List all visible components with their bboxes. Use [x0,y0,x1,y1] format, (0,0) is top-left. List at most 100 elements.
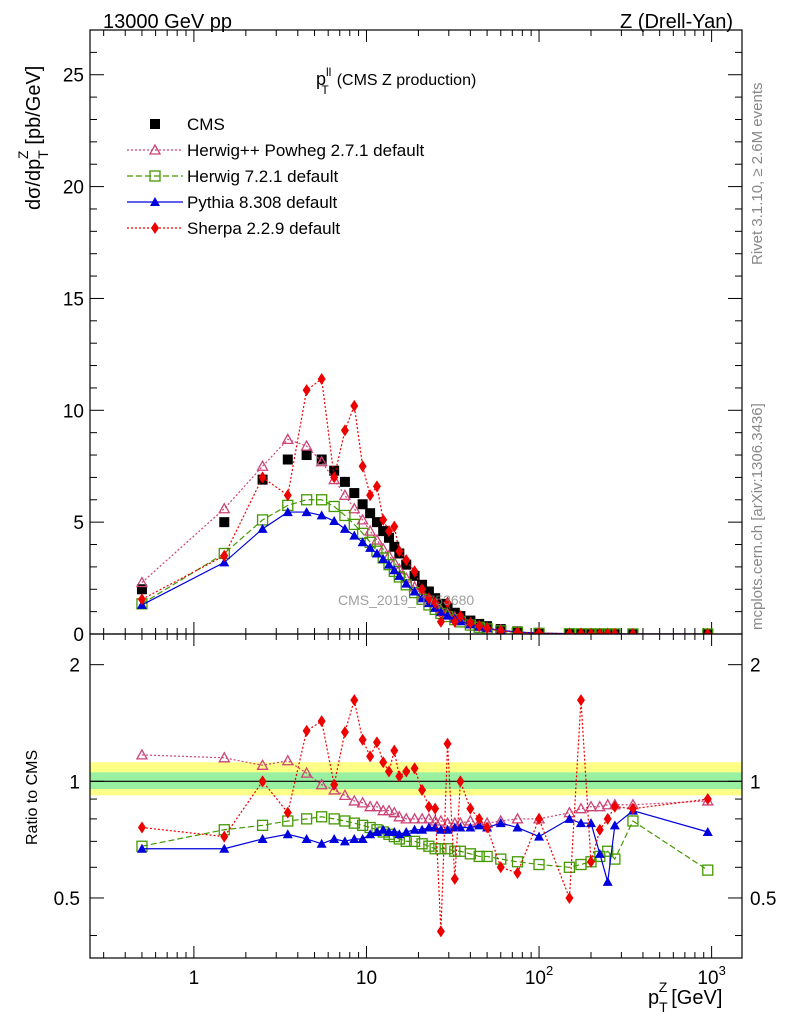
data-point [513,626,522,634]
data-point [450,615,459,628]
ratio-point [481,850,493,863]
data-point [135,576,149,588]
data-point [339,476,350,487]
data-point [418,583,427,596]
ratio-point [450,872,459,885]
ratio-point [283,806,292,819]
legend-label: Pythia 8.308 default [187,193,338,212]
main-ylabel-unit: [pb/GeV] [23,66,45,145]
ratio-point [281,754,294,766]
main-ylabel: dσ/dpTZ [pb/GeV] [15,66,51,210]
ratio-point [409,824,420,834]
data-point [423,586,434,597]
data-point [628,627,637,634]
data-point [282,507,293,517]
plot-title: pll T (CMS Z production) [316,65,476,97]
main-y-tick-label: 0 [73,625,84,646]
ratio-point [256,819,269,831]
data-point [409,586,420,596]
rivet-label: Rivet 3.1.10, ≥ 2.6M events [749,83,766,266]
data-point [384,525,393,538]
ratio-point [435,824,446,834]
ratio-point [595,823,604,836]
ratio-point [423,840,435,852]
ratio-point [379,756,388,769]
data-point [378,526,389,537]
ratio-point [601,798,614,810]
ratio-point [533,858,545,871]
ratio-point [401,827,412,837]
ratio-point [328,783,341,795]
data-point [358,460,367,473]
main-ylabel-sub: T [35,150,51,159]
ratio-point [584,800,598,812]
ratio-point [350,694,359,707]
data-point [496,625,505,634]
xlabel-p: p [648,987,659,1009]
ratio-point [364,800,377,812]
main-ylabel-text: dσ/dp [23,159,45,210]
ratio-point [610,800,619,813]
data-point [401,578,412,588]
series-line [141,511,708,634]
data-point [435,607,446,617]
ratio-point [594,848,605,858]
ratio-point [512,822,523,832]
ratio-point [389,827,400,837]
ratio-point [378,824,389,834]
data-point [379,513,388,526]
data-point [316,510,327,520]
data-point [137,593,146,606]
ratio-point [473,850,485,863]
data-point [483,622,492,634]
ratio-point [575,818,586,828]
ratio-point [586,855,595,868]
data-point [383,532,394,543]
header-left: 13000 GeV pp [103,11,232,33]
data-point [378,554,389,564]
data-point [466,616,475,629]
data-point [219,517,230,528]
ratio-point [534,831,545,841]
ratio-series-sherpa-2-2-9-default [137,694,712,938]
ratio-frame [89,633,743,959]
data-point [436,615,445,628]
ratio-point [535,812,544,825]
legend-label: CMS [187,115,225,134]
ratio-y-tick-label: 0.5 [54,889,80,910]
series-sherpa-2-2-9-default [137,372,712,634]
main-y-tick-label: 25 [63,66,84,87]
legend-marker [150,119,160,129]
data-point [300,439,313,451]
ratio-point [475,812,484,825]
ratio-point [329,833,340,843]
ratio-y-tick-label: 1 [69,772,80,793]
data-point [442,610,453,620]
ratio-y-tick-label-right: 1 [750,772,761,793]
ratio-series-pythia-8-308-default [136,805,713,886]
data-point [586,627,595,634]
data-point [366,489,375,502]
data-point [365,542,376,552]
ratio-point [394,829,405,839]
ratio-point [395,770,404,783]
ratio-line [141,754,708,824]
ratio-point [565,891,574,904]
ratio-point [416,838,428,850]
ratio-point [435,843,447,855]
ratio-point [603,812,612,825]
data-point [565,627,574,634]
data-point [350,399,359,412]
data-point [315,455,328,467]
ratio-point [609,853,621,865]
data-point [390,520,399,533]
legend-entry-pythia-8-308-default: Pythia 8.308 default [127,193,338,212]
ratio-point [282,829,293,839]
ratio-point [136,843,147,853]
data-point [301,507,312,517]
ratio-point [628,802,637,815]
ratio-point [585,818,596,828]
ratio-line [141,699,708,932]
legend-label: Herwig 7.2.1 default [187,167,338,186]
